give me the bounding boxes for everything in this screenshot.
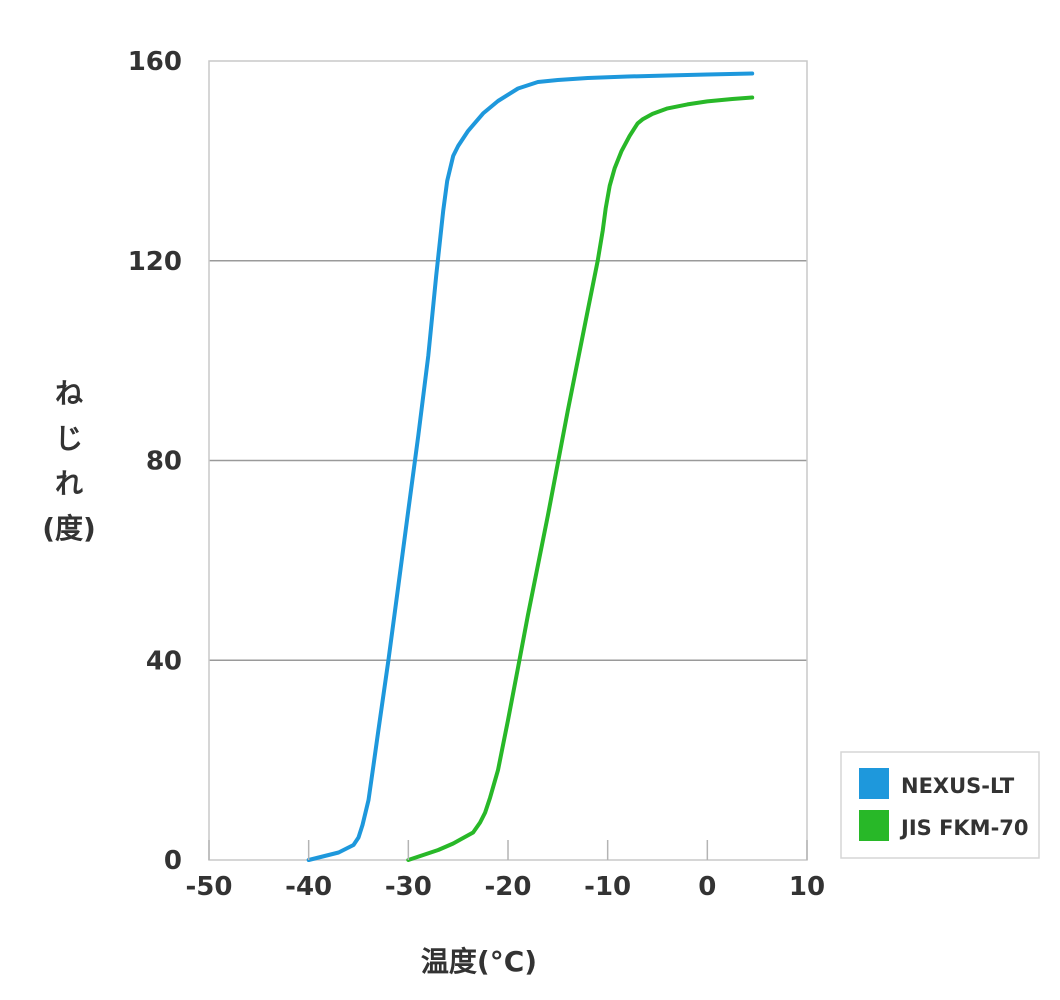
series-line-nexus-lt xyxy=(306,71,755,862)
x-axis-title: 温度(°C) xyxy=(421,945,537,978)
legend-label-jis-fkm-70: JIS FKM-70 xyxy=(899,816,1029,840)
y-axis-ticks: 0 40 80 120 160 xyxy=(128,47,182,876)
series-lines xyxy=(306,71,755,862)
y-tick-label: 160 xyxy=(128,47,182,77)
y-axis-title-line-1: ね xyxy=(55,377,83,410)
y-axis-title-line-2: じ xyxy=(55,422,83,455)
legend-label-nexus-lt: NEXUS-LT xyxy=(901,774,1015,798)
series-line-jis-fkm-70 xyxy=(406,95,755,862)
gridlines xyxy=(209,260,807,661)
x-tick-label: -50 xyxy=(186,872,233,902)
legend-swatch-jis-fkm-70 xyxy=(859,810,889,841)
legend-swatch-nexus-lt xyxy=(859,768,889,799)
x-tick-label: 0 xyxy=(698,872,716,902)
x-tick-label: -30 xyxy=(385,872,432,902)
x-tick-label: -20 xyxy=(485,872,532,902)
x-tick-label: -10 xyxy=(584,872,631,902)
x-tick-label: -40 xyxy=(285,872,332,902)
legend-box xyxy=(840,751,1040,859)
x-axis-ticks: -50 -40 -30 -20 -10 0 10 xyxy=(186,840,825,902)
y-tick-label: 80 xyxy=(146,447,182,477)
legend: NEXUS-LT JIS FKM-70 xyxy=(840,751,1040,859)
y-tick-label: 40 xyxy=(146,646,182,676)
y-axis-title-line-3: れ xyxy=(55,467,83,500)
x-tick-label: 10 xyxy=(789,872,825,902)
y-axis-title-line-4: (度) xyxy=(42,512,96,545)
y-axis-title: ね じ れ (度) xyxy=(42,377,96,545)
y-tick-label: 0 xyxy=(164,846,182,876)
y-tick-label: 120 xyxy=(128,247,182,277)
